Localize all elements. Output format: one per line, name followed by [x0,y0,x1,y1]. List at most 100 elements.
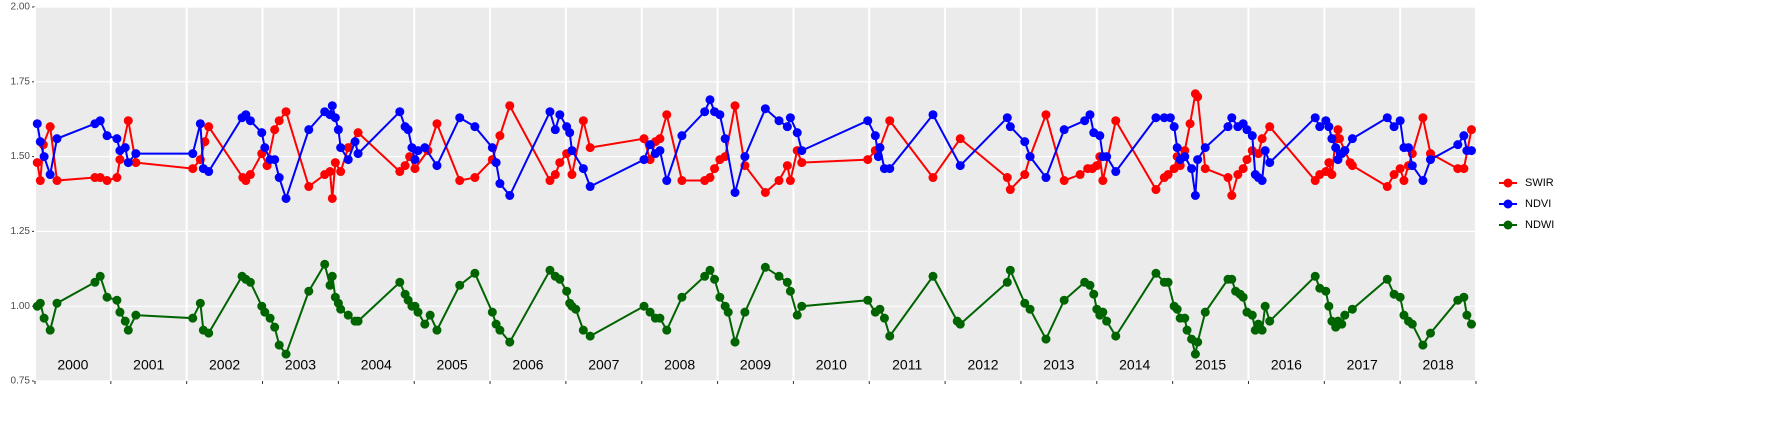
data-point [785,176,795,186]
year-label: 2017 [1347,357,1378,373]
y-tick-label: 1.75 [11,76,31,87]
y-tick-label: 2.00 [11,2,31,13]
data-point [875,304,885,314]
data-point [420,319,430,329]
data-point [245,116,255,126]
data-point [730,188,740,198]
series-line [36,91,1473,199]
data-point [1102,316,1112,326]
data-point [1466,125,1476,135]
data-point [700,271,710,281]
data-point [1418,340,1428,350]
data-point [1265,316,1275,326]
data-point [1407,161,1417,171]
data-point [1190,190,1200,200]
data-point [245,170,255,180]
data-point [1227,274,1237,284]
data-point [1407,319,1417,329]
data-point [432,161,442,171]
data-point [655,313,665,323]
data-point [1085,110,1095,120]
year-label: 2009 [740,357,771,373]
year-label: 2015 [1195,357,1226,373]
data-point [662,110,672,120]
data-point [1041,110,1051,120]
data-point [567,170,577,180]
data-point [1223,173,1233,183]
data-point [863,295,873,305]
data-point [1253,149,1263,159]
data-point [585,182,595,192]
data-point [1020,298,1030,308]
data-point [333,125,343,135]
data-point [1223,122,1233,132]
data-point [470,122,480,132]
data-point [395,167,405,177]
data-point [797,158,807,168]
data-point [400,161,410,171]
data-point [797,301,807,311]
data-point [955,161,965,171]
data-point [782,161,792,171]
data-point [555,158,565,168]
data-point [1395,292,1405,302]
data-point [1418,113,1428,123]
data-point [413,146,423,156]
data-point [1242,125,1252,135]
y-tick-label: 1.50 [11,151,31,162]
year-label: 2016 [1271,357,1302,373]
data-point [52,134,62,144]
data-point [1025,304,1035,314]
data-point [274,173,284,183]
data-point [52,176,62,186]
data-point [928,110,938,120]
data-point [455,280,465,290]
data-point [1265,122,1275,132]
data-point [35,298,45,308]
data-point [425,310,435,320]
data-point [95,271,105,281]
data-point [330,113,340,123]
data-point [705,95,715,105]
data-point [715,110,725,120]
data-point [885,164,895,174]
data-point [1242,155,1252,165]
data-point [785,286,795,296]
data-point [1425,155,1435,165]
data-point [875,143,885,153]
data-point [1347,304,1357,314]
data-point [455,176,465,186]
data-point [760,188,770,198]
data-point [1233,170,1243,180]
data-point [45,325,55,335]
data-point [39,313,49,323]
data-point [327,193,337,203]
data-point [1227,113,1237,123]
data-point [265,313,275,323]
data-point [873,152,883,162]
data-point [1193,337,1203,347]
data-point [1389,122,1399,132]
data-point [550,170,560,180]
data-point [1095,131,1105,141]
data-point [662,325,672,335]
year-label: 2002 [209,357,240,373]
data-point [782,277,792,287]
data-point [1466,319,1476,329]
data-point [432,325,442,335]
data-point [1418,176,1428,186]
year-label: 2003 [285,357,316,373]
data-point [1324,158,1334,168]
data-point [1334,134,1344,144]
data-point [1180,152,1190,162]
data-point [705,173,715,183]
data-point [863,155,873,165]
data-point [274,116,284,126]
data-point [260,143,270,153]
data-point [327,271,337,281]
data-point [195,119,205,129]
data-point [645,307,655,317]
data-point [1324,301,1334,311]
data-point [188,149,198,159]
